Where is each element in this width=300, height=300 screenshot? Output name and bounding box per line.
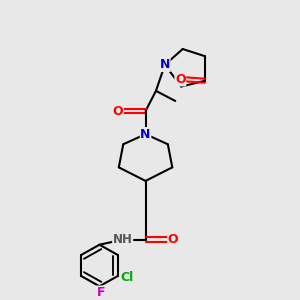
Text: O: O <box>168 233 178 246</box>
Text: N: N <box>140 128 151 141</box>
Text: NH: NH <box>113 233 133 246</box>
Text: O: O <box>175 73 186 86</box>
Text: Cl: Cl <box>120 271 134 284</box>
Text: N: N <box>160 58 170 71</box>
Text: F: F <box>97 286 105 299</box>
Text: O: O <box>112 105 123 118</box>
